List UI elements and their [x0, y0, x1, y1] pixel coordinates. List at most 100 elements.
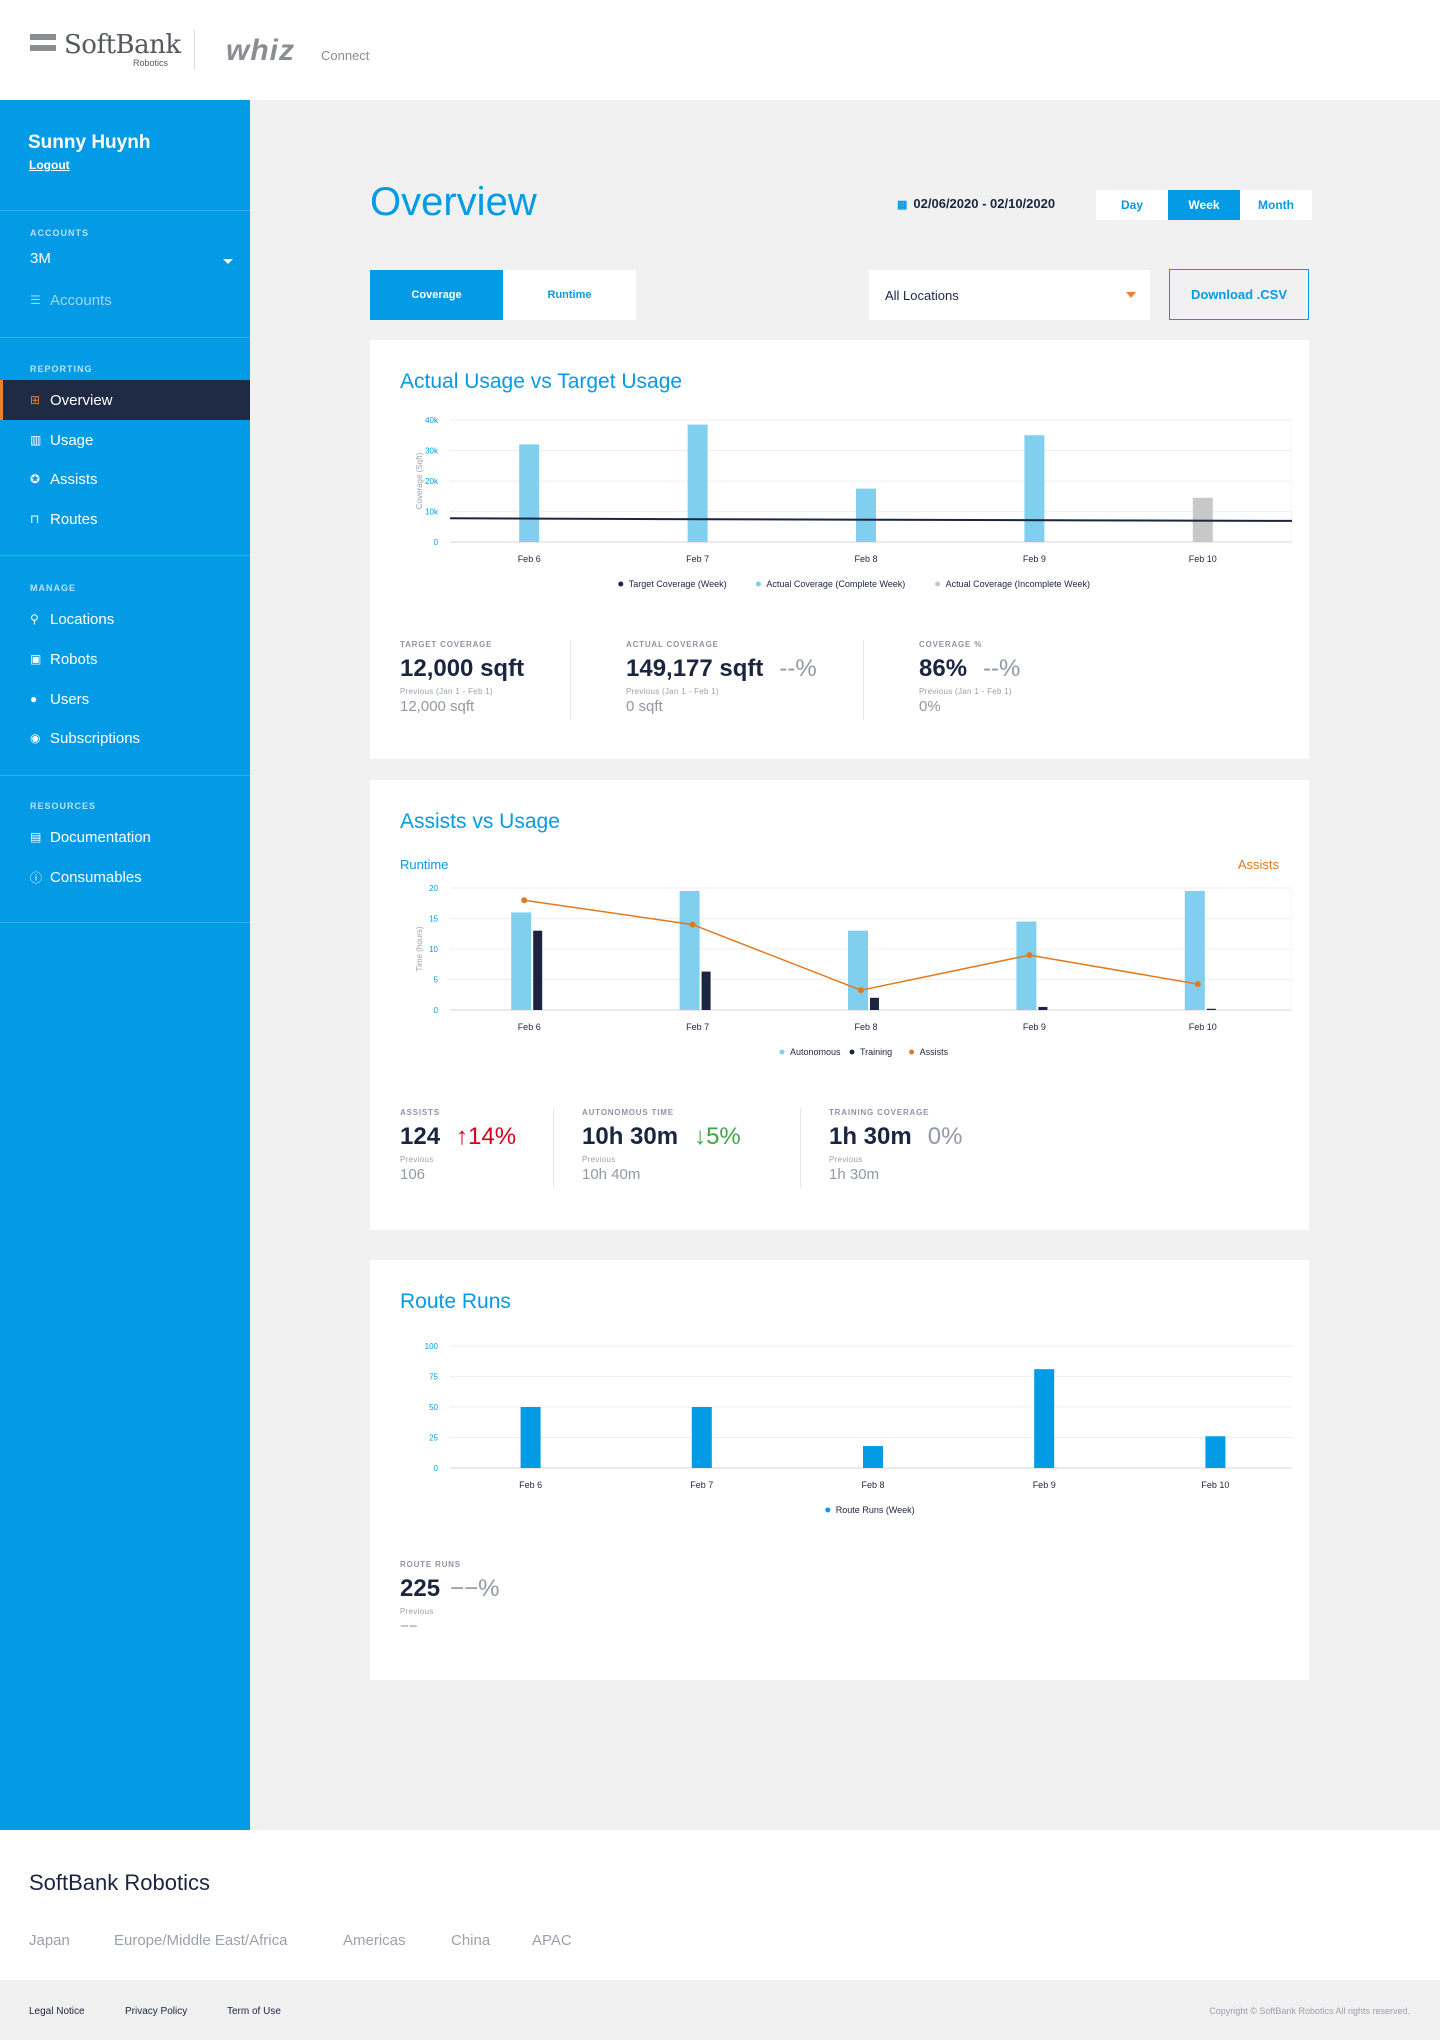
- stat-value: 12,000 sqft: [400, 655, 524, 683]
- card-title: Route Runs: [400, 1290, 511, 1313]
- legend-marker: [909, 1049, 915, 1055]
- footer: SoftBank Robotics Japan Europe/Middle Ea…: [0, 1830, 1440, 2040]
- privacy-policy-link[interactable]: Privacy Policy: [125, 2006, 188, 2017]
- x-tick-label: Feb 8: [854, 554, 877, 564]
- stat-previous-value: 12,000 sqft: [400, 698, 475, 715]
- account-select[interactable]: 3M: [30, 250, 51, 267]
- bar-training: [1038, 1006, 1048, 1010]
- bar-route-runs-week-: [1034, 1369, 1055, 1468]
- download-csv-button[interactable]: Download .CSV: [1169, 269, 1309, 320]
- sidebar-item-label: Overview: [50, 391, 113, 409]
- route-icon: ⊓: [30, 512, 40, 526]
- stat-previous-label: Previous: [582, 1155, 616, 1164]
- whiz-logo[interactable]: whiz: [226, 34, 295, 67]
- stat-previous-label: Previous (Jan 1 - Feb 1): [400, 687, 494, 696]
- sidebar-item-label: Subscriptions: [50, 729, 141, 747]
- list-icon: ☰: [30, 293, 41, 307]
- sidebar-item-overview[interactable]: ⊞ Overview: [0, 380, 250, 420]
- footer-region-link[interactable]: APAC: [532, 1932, 572, 1949]
- x-tick-label: Feb 10: [1189, 1022, 1217, 1032]
- stat-label: ACTUAL COVERAGE: [626, 640, 719, 649]
- y-axis-label: Time (hours): [415, 926, 424, 971]
- location-select[interactable]: All Locations: [869, 270, 1150, 320]
- stat-previous-value: 0 sqft: [626, 698, 663, 715]
- stat-value-text: 86%: [919, 655, 968, 682]
- x-tick-label: Feb 7: [690, 1480, 713, 1490]
- y-tick-label: 75: [429, 1373, 438, 1382]
- x-tick-label: Feb 6: [518, 554, 541, 564]
- usage-card: Actual Usage vs Target Usage 0 10k 20k 30k 4…: [370, 340, 1309, 759]
- sidebar-item-assists[interactable]: ✪ Assists: [0, 459, 250, 499]
- footer-region-link[interactable]: Europe/Middle East/Africa: [114, 1932, 288, 1949]
- sidebar-item-users[interactable]: ● Users: [0, 679, 250, 719]
- stat-coverage-percent: COVERAGE % 86% --% Previous (Jan 1 - Feb …: [919, 640, 1020, 715]
- date-range-picker[interactable]: ▦ 02/06/2020 - 02/10/2020: [897, 196, 1055, 211]
- sidebar-item-subscriptions[interactable]: ◉ Subscriptions: [0, 718, 250, 758]
- legal-notice-link[interactable]: Legal Notice: [29, 2006, 85, 2017]
- series-point: [521, 897, 528, 904]
- y-tick-label: 10k: [425, 508, 439, 517]
- stat-change: ↓5%: [694, 1123, 741, 1150]
- card-title: Assists vs Usage: [400, 810, 560, 833]
- sidebar-item-label: Accounts: [50, 291, 112, 309]
- sidebar-divider: [0, 210, 250, 211]
- sidebar-item-consumables[interactable]: ⓘ Consumables: [0, 857, 250, 897]
- sidebar-item-documentation[interactable]: ▤ Documentation: [0, 817, 250, 857]
- sidebar-item-usage[interactable]: ▥ Usage: [0, 420, 250, 460]
- stat-previous-value: 0%: [919, 698, 941, 715]
- legend-marker: [755, 581, 761, 587]
- legend-marker: [849, 1049, 855, 1055]
- stat-divider: [800, 1108, 801, 1188]
- series-line-target-coverage-week-: [449, 517, 1292, 522]
- stat-label: TARGET COVERAGE: [400, 640, 493, 649]
- stat-value: 86% --%: [919, 655, 1020, 683]
- info-icon: ⓘ: [30, 870, 43, 885]
- stat-target-coverage: TARGET COVERAGE 12,000 sqft Previous (Ja…: [400, 640, 524, 715]
- logout-link[interactable]: Logout: [29, 158, 70, 172]
- sidebar-item-label: Consumables: [50, 868, 142, 886]
- stat-divider: [570, 640, 571, 720]
- usage-chart: 0 10k 20k 30k 40k Coverage (Sqft) Feb 6 Feb 7 Fe…: [415, 416, 1292, 589]
- bar-route-runs-week-: [863, 1446, 883, 1468]
- stat-value: 1h 30m 0%: [829, 1123, 962, 1151]
- legend-label: Actual Coverage (Complete Week): [766, 579, 905, 589]
- series-point: [1194, 981, 1201, 988]
- terms-of-use-link[interactable]: Term of Use: [227, 2006, 281, 2017]
- sidebar-item-label: Locations: [50, 610, 115, 628]
- stat-value-text: 10h 30m: [582, 1123, 679, 1150]
- calendar-icon: ▦: [897, 199, 908, 211]
- y-tick-label: 40k: [425, 416, 439, 425]
- copyright-text: Copyright © SoftBank Robotics All rights…: [1209, 2006, 1410, 2016]
- period-week-button[interactable]: Week: [1168, 190, 1240, 220]
- stat-value-text: 12,000 sqft: [400, 655, 525, 682]
- whiz-connect-label: Connect: [321, 48, 370, 63]
- right-axis-title: Assists: [1237, 857, 1279, 872]
- tab-runtime[interactable]: Runtime: [503, 270, 636, 320]
- stat-label: TRAINING COVERAGE: [829, 1108, 930, 1117]
- sidebar-item-robots[interactable]: ▣ Robots: [0, 639, 250, 679]
- top-bar: SoftBank Robotics whiz Connect: [0, 0, 1440, 100]
- bar-autonomous: [1184, 891, 1205, 1010]
- footer-region-link[interactable]: Americas: [343, 1932, 406, 1949]
- period-day-button[interactable]: Day: [1096, 190, 1168, 220]
- stat-label: AUTONOMOUS TIME: [582, 1108, 674, 1117]
- sidebar-item-accounts[interactable]: ☰ Accounts: [0, 280, 250, 320]
- footer-brand: SoftBank Robotics: [29, 1870, 210, 1895]
- footer-region-link[interactable]: Japan: [29, 1932, 70, 1949]
- y-tick-label: 25: [429, 1434, 438, 1443]
- bar-autonomous: [511, 912, 532, 1010]
- tab-coverage[interactable]: Coverage: [370, 270, 503, 320]
- stat-previous-label: Previous (Jan 1 - Feb 1): [919, 687, 1013, 696]
- period-month-button[interactable]: Month: [1240, 190, 1312, 220]
- stat-previous-label: Previous: [400, 1607, 434, 1616]
- y-tick-label: 10: [429, 945, 438, 954]
- caret-down-icon[interactable]: [223, 259, 233, 264]
- y-tick-label: 100: [425, 1342, 439, 1351]
- footer-region-link[interactable]: China: [451, 1932, 491, 1949]
- y-axis-label: Coverage (Sqft): [415, 452, 424, 509]
- map-pin-icon: ⚲: [30, 612, 39, 626]
- sidebar-item-locations[interactable]: ⚲ Locations: [0, 599, 250, 639]
- softbank-logo[interactable]: SoftBank Robotics: [30, 30, 181, 70]
- stat-change: ↑14%: [456, 1123, 517, 1150]
- sidebar-item-routes[interactable]: ⊓ Routes: [0, 499, 250, 539]
